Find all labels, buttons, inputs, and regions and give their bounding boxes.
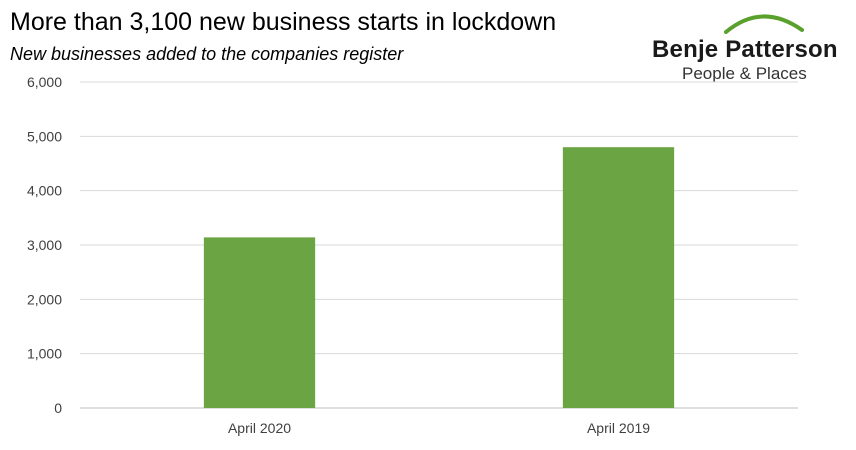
y-tick-label: 5,000: [27, 128, 62, 144]
gridlines: [80, 81, 798, 409]
x-tick-label: April 2019: [587, 420, 650, 436]
y-tick-label: 3,000: [27, 237, 62, 253]
roof-icon: [724, 14, 804, 34]
bar-april-2020: [203, 237, 316, 408]
y-tick-label: 1,000: [27, 346, 62, 362]
bars: [203, 147, 675, 408]
x-tick-label: April 2020: [228, 420, 291, 436]
logo-tagline: People & Places: [682, 64, 807, 83]
y-tick-label: 0: [54, 400, 62, 416]
logo-name: Benje Patterson: [652, 36, 838, 63]
x-axis-ticks: April 2020 April 2019: [228, 420, 650, 436]
chart-subtitle: New businesses added to the companies re…: [10, 44, 404, 64]
brand-logo: Benje Patterson People & Places: [648, 8, 848, 88]
y-tick-label: 6,000: [27, 74, 62, 90]
y-tick-label: 2,000: [27, 291, 62, 307]
y-axis-ticks: 0 1,000 2,000 3,000 4,000 5,000 6,000: [27, 74, 62, 416]
chart-title: More than 3,100 new business starts in l…: [10, 8, 557, 36]
bar-april-2019: [562, 147, 675, 408]
y-tick-label: 4,000: [27, 183, 62, 199]
